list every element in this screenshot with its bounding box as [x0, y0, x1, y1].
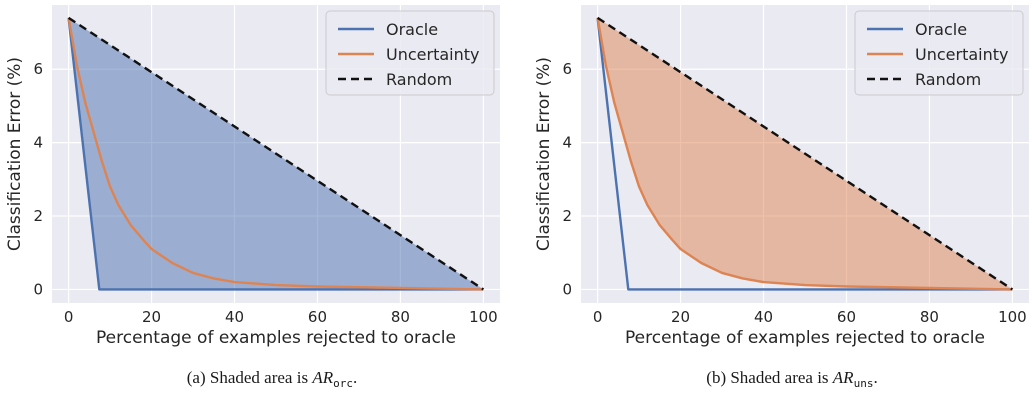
x-tick-label: 60 [837, 308, 856, 326]
x-tick-label: 80 [391, 308, 410, 326]
y-tick-label: 2 [562, 207, 572, 225]
chart-panel-2: 0 20 40 60 80 100 0 2 4 6 Percentage of examples r… [534, 5, 1029, 390]
x-tick-label: 20 [671, 308, 690, 326]
caption-math: AR [832, 368, 854, 387]
series-line-oracle [596, 17, 1013, 291]
x-axis-label: Percentage of examples rejected to oracl… [625, 328, 985, 348]
series-line-random [596, 16, 1014, 291]
caption-math: AR [311, 368, 333, 387]
series-line-oracle [67, 17, 484, 291]
y-tick-label: 6 [33, 60, 43, 78]
caption: (b) Shaded area is ARuns. [706, 368, 877, 390]
caption: (a) Shaded area is ARorc. [187, 368, 357, 390]
y-tick-label: 4 [562, 134, 572, 152]
chart-panel-1: 0 20 40 60 80 100 0 2 4 6 Percentage of examples r… [5, 5, 500, 390]
x-axis-label: Percentage of examples rejected to oracl… [96, 328, 456, 348]
y-tick-label: 6 [562, 60, 572, 78]
y-tick-label: 2 [33, 207, 43, 225]
caption-suffix: . [353, 368, 357, 387]
x-tick-label: 100 [469, 308, 498, 326]
legend: Oracle Uncertainty Random [854, 10, 1024, 96]
caption-subscript: orc [333, 377, 353, 390]
caption-suffix: . [873, 368, 877, 387]
legend: Oracle Uncertainty Random [325, 10, 495, 96]
x-tick-label: 40 [754, 308, 773, 326]
x-tick-label: 0 [64, 308, 74, 326]
x-tick-label: 80 [920, 308, 939, 326]
series-line-uncertainty [596, 17, 1013, 291]
legend-label-random: Random [386, 70, 452, 89]
legend-box [854, 10, 1024, 96]
caption-subscript: uns [854, 377, 874, 390]
caption-prefix: (a) Shaded area is [187, 368, 313, 387]
legend-box [325, 10, 495, 96]
y-axis-label: Classification Error (%) [5, 57, 25, 251]
x-tick-label: 100 [998, 308, 1027, 326]
x-tick-label: 40 [225, 308, 244, 326]
x-tick-label: 0 [593, 308, 603, 326]
legend-label-random: Random [915, 70, 981, 89]
legend-label-oracle: Oracle [915, 20, 967, 39]
legend-label-uncertainty: Uncertainty [915, 45, 1008, 64]
y-axis-label: Classification Error (%) [534, 57, 554, 251]
legend-label-oracle: Oracle [386, 20, 438, 39]
x-tick-label: 20 [142, 308, 161, 326]
legend-label-uncertainty: Uncertainty [386, 45, 479, 64]
caption-prefix: (b) Shaded area is [706, 368, 833, 387]
y-tick-label: 4 [33, 134, 43, 152]
y-tick-label: 0 [33, 280, 43, 298]
x-tick-label: 60 [308, 308, 327, 326]
series-line-random [67, 16, 485, 291]
y-tick-label: 0 [562, 280, 572, 298]
series-line-uncertainty [67, 17, 484, 291]
